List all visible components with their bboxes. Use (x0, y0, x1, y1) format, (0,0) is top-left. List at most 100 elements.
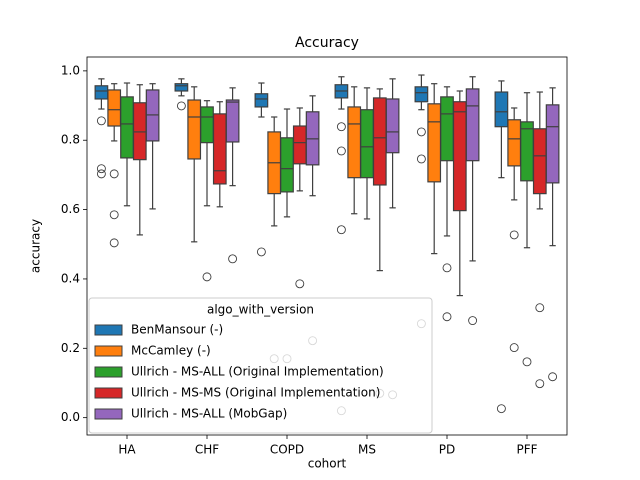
box (94, 85, 109, 100)
box (120, 96, 134, 159)
outlier (96, 164, 106, 174)
box-group (120, 82, 134, 207)
box-group (414, 74, 429, 329)
outlier (176, 101, 186, 111)
box (187, 99, 202, 160)
legend-swatch (94, 408, 123, 420)
y-tick-label: 0.6 (61, 202, 80, 216)
legend-swatch (94, 366, 123, 378)
box (347, 106, 362, 179)
x-tick-label: MS (358, 443, 376, 457)
box (132, 102, 147, 161)
outlier (535, 303, 545, 313)
box (532, 128, 547, 195)
outlier (496, 404, 506, 414)
outlier (548, 372, 558, 382)
outlier (109, 169, 119, 179)
x-tick-label: PFF (516, 443, 537, 457)
outlier (442, 312, 452, 322)
box-group (225, 87, 240, 264)
outlier (109, 210, 119, 220)
outlier (295, 279, 305, 289)
x-axis-label: cohort (308, 457, 347, 471)
y-tick-label: 0.4 (61, 271, 80, 285)
y-tick-label: 1.0 (61, 63, 80, 77)
box (225, 99, 240, 143)
plot-frame (86, 56, 568, 436)
outlier (336, 122, 346, 132)
outlier (96, 169, 106, 179)
legend-swatch (94, 345, 123, 357)
box (292, 125, 307, 165)
box-group (507, 107, 522, 353)
x-tick-label: CHF (195, 443, 219, 457)
box (372, 97, 387, 186)
box-group (280, 108, 294, 364)
box-group (427, 83, 442, 255)
legend-label: Ullrich - MS-ALL (MobGap) (131, 407, 287, 421)
outlier (96, 116, 106, 126)
box (212, 113, 227, 185)
outlier (442, 263, 452, 273)
y-tick-label: 0.0 (61, 410, 80, 424)
legend-swatch (94, 387, 123, 399)
box (174, 83, 189, 92)
x-tick-label: PD (439, 443, 455, 457)
box-group (494, 80, 509, 414)
box (385, 98, 400, 154)
outlier (509, 343, 519, 353)
legend-swatch (94, 324, 123, 336)
outlier (256, 247, 266, 257)
outlier (509, 230, 519, 240)
box (520, 121, 534, 182)
outlier (336, 146, 346, 156)
chart-title: Accuracy (295, 35, 359, 51)
outlier (202, 272, 212, 282)
box-group (212, 101, 227, 208)
legend-label: Ullrich - MS-MS (Original Implementation… (131, 386, 380, 400)
box-group (440, 86, 454, 322)
box-group (254, 82, 269, 257)
box (280, 137, 294, 193)
box (545, 104, 560, 184)
x-tick-label: HA (118, 443, 136, 457)
box-group (465, 76, 480, 326)
box-group (174, 78, 189, 111)
box (440, 96, 454, 162)
box-group (545, 87, 560, 382)
box (107, 89, 122, 127)
box (507, 119, 522, 167)
box (254, 93, 269, 108)
outlier (522, 357, 532, 367)
legend-title: algo_with_version (207, 303, 314, 317)
outlier (416, 154, 426, 164)
x-tick-label: COPD (270, 443, 304, 457)
y-axis-label: accuracy (29, 219, 43, 273)
outlier (336, 225, 346, 235)
box-group (520, 92, 534, 367)
box (465, 88, 480, 162)
box-group (187, 86, 202, 243)
box-group (94, 78, 109, 179)
legend-label: McCamley (-) (131, 344, 211, 358)
outlier (535, 379, 545, 389)
box (200, 106, 214, 144)
outlier (228, 254, 238, 264)
outlier (109, 238, 119, 248)
box (360, 109, 374, 179)
box-group (360, 87, 374, 220)
outlier (468, 316, 478, 326)
box (414, 86, 429, 103)
legend-label: BenMansour (-) (131, 323, 223, 337)
legend: algo_with_version BenMansour (-) McCamley … (88, 297, 433, 434)
box (494, 91, 509, 128)
box (427, 103, 442, 183)
y-tick-label: 0.2 (61, 341, 80, 355)
legend-label: Ullrich - MS-ALL (Original Implementatio… (131, 365, 384, 379)
y-tick-label: 0.8 (61, 133, 80, 147)
outlier (416, 127, 426, 137)
box-group (305, 95, 320, 346)
legend-frame (88, 297, 433, 434)
box-group (145, 83, 160, 210)
